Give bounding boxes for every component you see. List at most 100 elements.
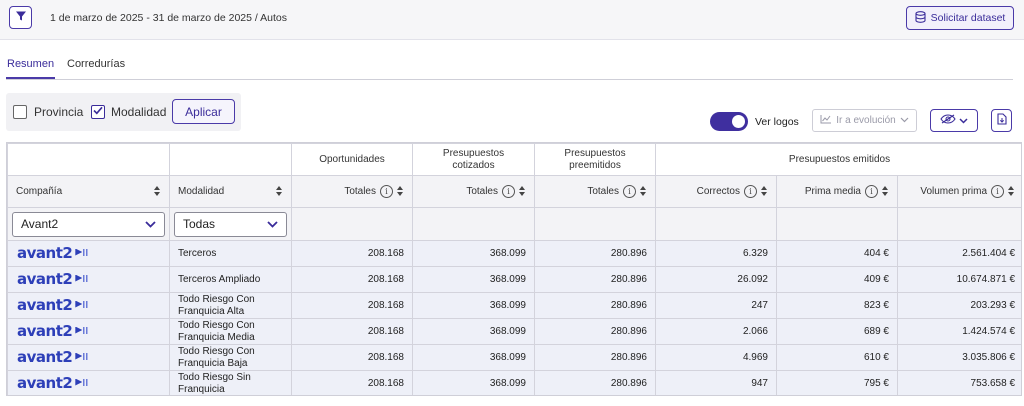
chevron-down-icon bbox=[959, 115, 968, 127]
group-header-empty bbox=[7, 143, 170, 176]
modalidad-label: Modalidad bbox=[111, 105, 167, 119]
sort-icon[interactable] bbox=[1008, 186, 1015, 197]
sort-icon[interactable] bbox=[882, 186, 889, 197]
summary-table: Oportunidades Presupuestos cotizados Pre… bbox=[6, 142, 1022, 396]
empty-filter-cell bbox=[655, 207, 777, 241]
prima-media-cell: 409 € bbox=[776, 266, 898, 293]
sort-icon[interactable] bbox=[761, 186, 768, 197]
show-logos-toggle[interactable] bbox=[710, 112, 748, 131]
sort-icon[interactable] bbox=[640, 186, 647, 197]
cotizados-cell: 368.099 bbox=[412, 370, 535, 395]
column-label: Correctos bbox=[696, 186, 740, 197]
preemitidos-cell: 280.896 bbox=[534, 344, 656, 371]
export-file-icon bbox=[996, 113, 1007, 128]
tab-corredurias[interactable]: Corredurías bbox=[67, 58, 126, 70]
modalidad-cell: Todo Riesgo Sin Franquicia bbox=[169, 370, 292, 395]
sort-icon[interactable] bbox=[276, 186, 283, 197]
compania-filter-select[interactable]: Avant2 bbox=[12, 211, 165, 237]
column-label: Totales bbox=[587, 186, 619, 197]
modalidad-filter-cell: Todas bbox=[169, 207, 292, 241]
company-logo-cell: avant2 bbox=[7, 318, 170, 345]
top-bar: 1 de marzo de 2025 - 31 de marzo de 2025… bbox=[0, 0, 1024, 40]
info-icon[interactable]: i bbox=[744, 185, 757, 198]
export-button[interactable] bbox=[991, 109, 1012, 132]
tab-resumen[interactable]: Resumen bbox=[7, 58, 55, 70]
group-header-emitidos: Presupuestos emitidos bbox=[654, 143, 1021, 176]
go-to-evolution-button[interactable]: Ir a evolución bbox=[812, 109, 917, 132]
chevron-down-icon bbox=[145, 217, 156, 231]
column-label: Compañía bbox=[16, 186, 63, 197]
table-row: avant2 Terceros Ampliado 208.168 368.099… bbox=[7, 266, 1021, 293]
column-label: Totales bbox=[466, 186, 498, 197]
sort-icon[interactable] bbox=[519, 186, 526, 197]
prima-media-cell: 689 € bbox=[776, 318, 898, 345]
company-logo: avant2 bbox=[17, 243, 89, 262]
info-icon[interactable]: i bbox=[502, 185, 515, 198]
column-header-prima-media[interactable]: Prima media i bbox=[776, 175, 898, 208]
empty-filter-cell bbox=[534, 207, 656, 241]
sort-icon[interactable] bbox=[154, 186, 161, 197]
info-icon[interactable]: i bbox=[865, 185, 878, 198]
modalidad-checkbox[interactable] bbox=[91, 105, 105, 119]
company-logo-text: avant2 bbox=[17, 295, 73, 314]
info-icon[interactable]: i bbox=[623, 185, 636, 198]
volumen-prima-cell: 753.658 € bbox=[896, 370, 1021, 395]
modalidad-cell: Todo Riesgo Con Franquicia Baja bbox=[169, 344, 292, 371]
column-header-compania[interactable]: Compañía bbox=[7, 175, 170, 208]
company-logo-cell: avant2 bbox=[7, 344, 170, 371]
column-label: Modalidad bbox=[178, 186, 225, 197]
company-logo: avant2 bbox=[17, 269, 89, 288]
cotizados-cell: 368.099 bbox=[412, 240, 535, 267]
column-header-preemitidos-totales[interactable]: Totales i bbox=[534, 175, 656, 208]
company-logo-text: avant2 bbox=[17, 373, 73, 392]
filter-panel: Provincia Modalidad Aplicar bbox=[6, 93, 241, 131]
company-logo: avant2 bbox=[17, 323, 89, 340]
provincia-checkbox[interactable] bbox=[13, 105, 27, 119]
company-logo-text: avant2 bbox=[17, 243, 73, 262]
company-logo-cell: avant2 bbox=[7, 292, 170, 319]
column-header-volumen-prima[interactable]: Volumen prima i bbox=[896, 175, 1021, 208]
provincia-label: Provincia bbox=[34, 105, 84, 119]
apply-button[interactable]: Aplicar bbox=[172, 99, 235, 124]
column-header-correctos[interactable]: Correctos i bbox=[655, 175, 777, 208]
volumen-prima-cell: 2.561.404 € bbox=[896, 240, 1021, 267]
cotizados-cell: 368.099 bbox=[412, 318, 535, 345]
sort-icon[interactable] bbox=[397, 186, 404, 197]
modalidad-filter-select[interactable]: Todas bbox=[174, 211, 287, 237]
preemitidos-cell: 280.896 bbox=[534, 318, 656, 345]
oportunidades-cell: 208.168 bbox=[291, 318, 413, 345]
preemitidos-cell: 280.896 bbox=[534, 370, 656, 395]
info-icon[interactable]: i bbox=[380, 185, 393, 198]
column-header-cotizados-totales[interactable]: Totales i bbox=[412, 175, 535, 208]
cotizados-cell: 368.099 bbox=[412, 292, 535, 319]
oportunidades-cell: 208.168 bbox=[291, 240, 413, 267]
chevron-down-icon bbox=[900, 115, 909, 126]
prima-media-cell: 610 € bbox=[776, 344, 898, 371]
request-dataset-button[interactable]: Solicitar dataset bbox=[906, 6, 1014, 30]
column-header-modalidad[interactable]: Modalidad bbox=[169, 175, 292, 208]
column-header-row: Compañía Modalidad Totales i Totales i Tot… bbox=[7, 175, 1021, 208]
column-header-oportunidades-totales[interactable]: Totales i bbox=[291, 175, 413, 208]
table-row: avant2 Todo Riesgo Con Franquicia Media … bbox=[7, 318, 1021, 345]
cotizados-cell: 368.099 bbox=[412, 344, 535, 371]
company-logo-text: avant2 bbox=[17, 347, 73, 366]
oportunidades-cell: 208.168 bbox=[291, 266, 413, 293]
toggle-knob bbox=[732, 115, 745, 128]
company-logo-text: avant2 bbox=[17, 269, 73, 288]
oportunidades-cell: 208.168 bbox=[291, 370, 413, 395]
chevron-down-icon bbox=[267, 217, 278, 231]
correctos-cell: 247 bbox=[655, 292, 777, 319]
visibility-menu-button[interactable] bbox=[930, 109, 978, 132]
info-icon[interactable]: i bbox=[991, 185, 1005, 198]
correctos-cell: 2.066 bbox=[655, 318, 777, 345]
tab-bar: Resumen Corredurías bbox=[6, 56, 1013, 80]
modalidad-cell: Terceros bbox=[169, 240, 292, 267]
filter-button[interactable] bbox=[9, 6, 32, 29]
correctos-cell: 4.969 bbox=[655, 344, 777, 371]
company-logo: avant2 bbox=[17, 295, 89, 314]
modalidad-filter-value: Todas bbox=[183, 217, 216, 231]
go-to-evolution-label: Ir a evolución bbox=[836, 115, 896, 126]
modalidad-cell: Todo Riesgo Con Franquicia Alta bbox=[169, 292, 292, 319]
oportunidades-cell: 208.168 bbox=[291, 292, 413, 319]
table-row: avant2 Todo Riesgo Con Franquicia Alta 2… bbox=[7, 292, 1021, 319]
